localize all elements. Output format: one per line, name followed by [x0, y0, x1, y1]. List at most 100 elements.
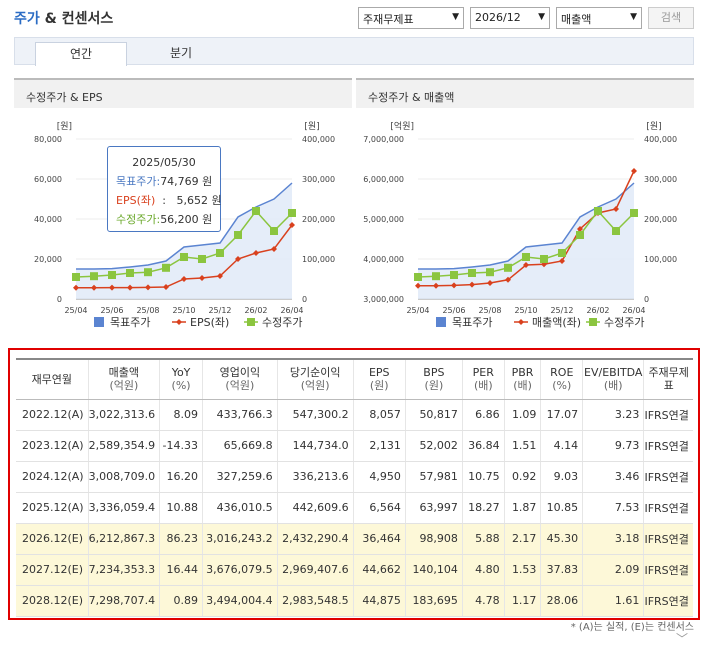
- legend-label: EPS(좌): [190, 316, 229, 329]
- table-cell: 327,259.6: [202, 461, 278, 493]
- left-series-point: [289, 222, 295, 228]
- table-cell: 3,022,313.6: [87, 399, 160, 431]
- title-stock: 주가: [14, 11, 40, 27]
- report-type-select[interactable]: 주재무제표 ▼: [358, 7, 464, 29]
- table-cell: 36.84: [461, 430, 505, 462]
- left-tick-label: 6,000,000: [363, 175, 404, 184]
- left-chart: [원] [원] 80,000 60,000 40,000 20,000 0 400,000 30…: [34, 121, 335, 329]
- left-series-point: [487, 280, 493, 286]
- left-series-point: [199, 275, 205, 281]
- left-tick-label: 0: [57, 295, 62, 304]
- table-cell: 547,300.2: [276, 399, 354, 431]
- price-point: [612, 227, 620, 235]
- right-axis-unit: [원]: [304, 121, 319, 132]
- tab-annual[interactable]: 연간: [35, 42, 127, 66]
- table-cell: 4.14: [540, 430, 583, 462]
- left-series-point: [523, 262, 529, 268]
- legend-label: 수정주가: [604, 316, 644, 329]
- table-cell: 183,695: [404, 585, 463, 617]
- column-header-unit: (배): [473, 379, 493, 393]
- table-cell: 16.44: [159, 554, 203, 586]
- price-point: [234, 231, 242, 239]
- tooltip-price-label: 수정주가:: [116, 213, 161, 226]
- right-tick-label: 200,000: [302, 215, 335, 224]
- x-tick-label: 26/04: [280, 306, 303, 315]
- table-cell: 1.09: [503, 399, 541, 431]
- table-cell: 6,564: [352, 492, 406, 524]
- column-header: EPS (원): [352, 358, 406, 400]
- table-cell: -14.33: [159, 430, 203, 462]
- x-tick-label: 25/08: [478, 306, 501, 315]
- price-point: [198, 255, 206, 263]
- table-cell: 1.61: [582, 585, 644, 617]
- right-chart: [억원] [원] 7,000,000 6,000,000 5,000,000 4,000,…: [363, 120, 677, 329]
- table-cell: 144,734.0: [276, 430, 354, 462]
- table-cell: 98,908: [404, 523, 463, 555]
- price-point: [576, 231, 584, 239]
- x-tick-label: 25/06: [100, 306, 123, 315]
- table-cell: 442,609.6: [276, 492, 354, 524]
- price-point: [522, 253, 530, 261]
- legend-label: 목표주가: [452, 316, 492, 329]
- left-series-point: [415, 282, 421, 289]
- left-chart-title: 수정주가 & EPS: [14, 78, 352, 108]
- left-series-point: [163, 284, 169, 290]
- chevron-down-icon[interactable]: ﹀: [676, 632, 689, 646]
- column-header-label: PBR: [511, 366, 534, 380]
- legend-swatch: [589, 318, 597, 326]
- table-cell: IFRS연결: [643, 585, 693, 617]
- column-header-label: 당기순이익: [289, 366, 341, 380]
- table-cell: 18.27: [461, 492, 505, 524]
- search-button[interactable]: 검색: [648, 7, 694, 29]
- legend-label: 매출액(좌): [532, 316, 581, 329]
- left-chart-panel: 수정주가 & EPS [원] [원] 80,000 60,000 40,000 20,00…: [14, 78, 352, 338]
- column-header: 주재무제표: [643, 358, 693, 400]
- price-point: [216, 249, 224, 257]
- table-cell: 1.51: [503, 430, 541, 462]
- left-series-point: [577, 226, 583, 232]
- price-point: [558, 249, 566, 257]
- table-cell: 433,766.3: [202, 399, 278, 431]
- right-tick-label: 300,000: [302, 175, 335, 184]
- footnote: * (A)는 실적, (E)는 컨센서스: [570, 622, 694, 633]
- table-cell: 44,662: [352, 554, 406, 586]
- left-series-point: [559, 258, 565, 264]
- table-cell: 8.09: [159, 399, 203, 431]
- legend-swatch: [94, 317, 104, 327]
- table-cell: 2,131: [352, 430, 406, 462]
- column-header-label: ROE: [550, 366, 574, 380]
- price-point: [144, 268, 152, 277]
- page-title: 주가 & 컨센서스: [14, 8, 113, 28]
- table-cell: IFRS연결: [643, 430, 693, 462]
- left-tick-label: 7,000,000: [363, 135, 404, 144]
- table-row: 2027.12(E) 7,234,353.3 16.44 3,676,079.5 2,9…: [16, 554, 693, 586]
- price-point: [126, 269, 134, 277]
- column-header: 재무연월: [16, 358, 89, 400]
- left-series-point: [253, 250, 259, 256]
- chevron-down-icon: ▼: [630, 12, 637, 22]
- metric-select[interactable]: 매출액 ▼: [556, 7, 642, 29]
- table-cell: 2,983,548.5: [276, 585, 354, 617]
- left-series-point: [469, 281, 475, 288]
- table-row: 2026.12(E) 6,212,867.3 86.23 3,016,243.2 2,4…: [16, 523, 693, 555]
- table-cell: 4.80: [461, 554, 505, 586]
- consensus-table: 재무연월 매출액 (억원) YoY (%) 영업이익 (억원) 당기순이익 (억원) EPS (원)…: [16, 358, 693, 617]
- table-cell: 6.86: [461, 399, 505, 431]
- right-tick-label: 100,000: [644, 255, 677, 264]
- price-point: [504, 263, 512, 272]
- left-tick-label: 40,000: [34, 215, 62, 224]
- x-tick-label: 25/10: [514, 306, 537, 315]
- x-tick-label: 26/02: [244, 306, 267, 315]
- left-tick-label: 60,000: [34, 175, 62, 184]
- left-series-point: [181, 276, 187, 282]
- left-tick-label: 4,000,000: [363, 255, 404, 264]
- tab-quarterly[interactable]: 분기: [169, 46, 193, 60]
- table-cell: 3,008,709.0: [87, 461, 160, 493]
- table-cell: 86.23: [159, 523, 203, 555]
- table-cell: 3.46: [582, 461, 644, 493]
- column-header-label: 재무연월: [31, 372, 73, 386]
- column-header-label: EV/EBITDA: [584, 366, 643, 380]
- table-cell: 5.88: [461, 523, 505, 555]
- price-point: [252, 207, 260, 215]
- period-select[interactable]: 2026/12 ▼: [470, 7, 550, 29]
